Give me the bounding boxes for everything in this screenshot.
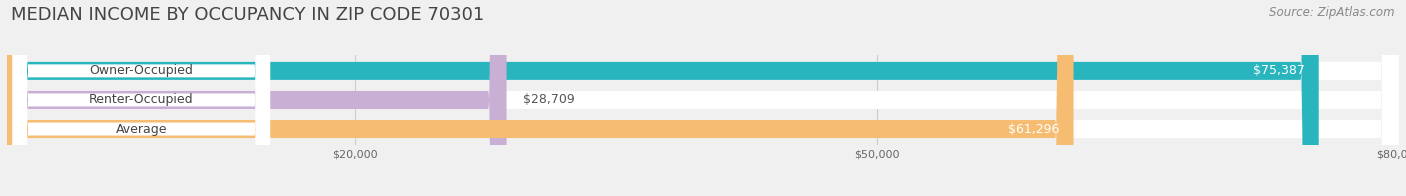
Text: $61,296: $61,296 xyxy=(1008,122,1060,136)
FancyBboxPatch shape xyxy=(7,0,1399,196)
Text: $75,387: $75,387 xyxy=(1253,64,1305,77)
Text: Renter-Occupied: Renter-Occupied xyxy=(89,93,194,106)
FancyBboxPatch shape xyxy=(7,0,1074,196)
FancyBboxPatch shape xyxy=(13,0,270,196)
FancyBboxPatch shape xyxy=(13,0,270,196)
Text: MEDIAN INCOME BY OCCUPANCY IN ZIP CODE 70301: MEDIAN INCOME BY OCCUPANCY IN ZIP CODE 7… xyxy=(11,6,485,24)
Text: Owner-Occupied: Owner-Occupied xyxy=(90,64,193,77)
FancyBboxPatch shape xyxy=(7,0,1399,196)
FancyBboxPatch shape xyxy=(7,0,1399,196)
FancyBboxPatch shape xyxy=(7,0,1319,196)
FancyBboxPatch shape xyxy=(13,0,270,196)
Text: $28,709: $28,709 xyxy=(523,93,575,106)
FancyBboxPatch shape xyxy=(7,0,506,196)
Text: Source: ZipAtlas.com: Source: ZipAtlas.com xyxy=(1270,6,1395,19)
Text: Average: Average xyxy=(115,122,167,136)
